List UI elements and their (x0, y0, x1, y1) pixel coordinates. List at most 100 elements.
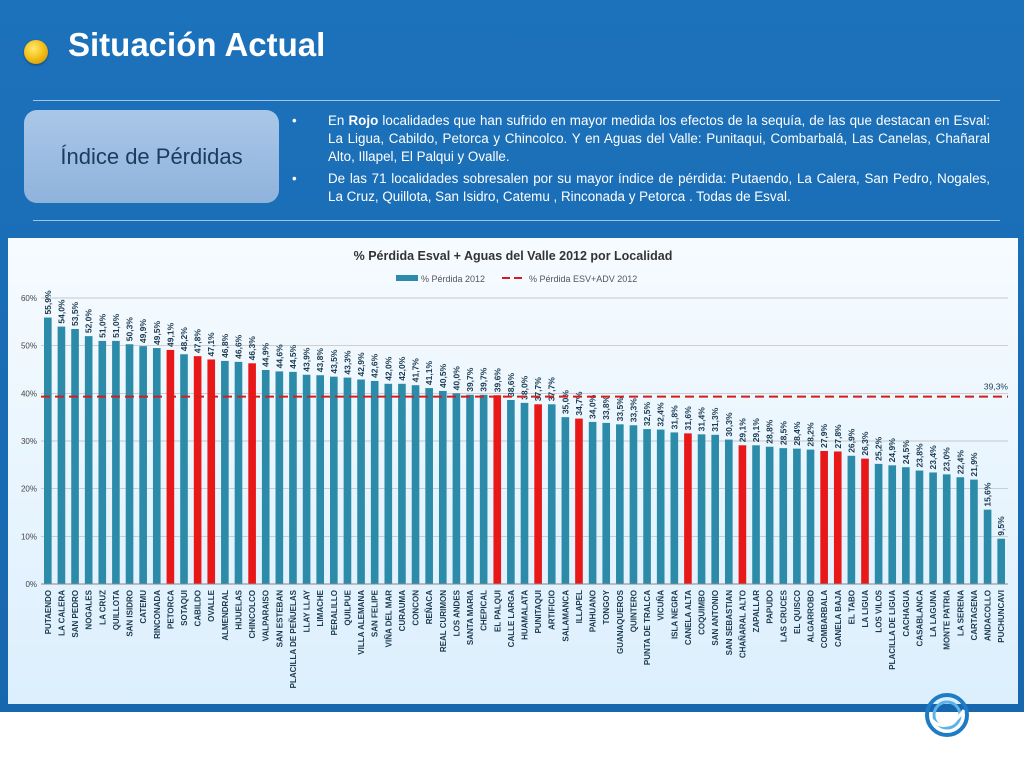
data-label: 28,4% (792, 421, 802, 446)
x-tick-label: CURAUMA (398, 590, 407, 632)
x-tick-label: LOS VILOS (875, 589, 884, 632)
bar (152, 348, 161, 584)
section-label-box: Índice de Pérdidas (24, 110, 279, 203)
data-label: 23,4% (928, 445, 938, 470)
x-tick-label: CHINCOLCO (248, 590, 257, 638)
data-label: 32,5% (642, 402, 652, 427)
data-label: 23,8% (914, 443, 924, 468)
data-label: 53,5% (70, 301, 80, 326)
data-label: 32,4% (656, 402, 666, 427)
bar (547, 404, 556, 584)
x-tick-label: CACHAGUA (902, 590, 911, 637)
x-tick-label: SAN PEDRO (71, 590, 80, 638)
bar (98, 340, 107, 584)
bar (452, 393, 461, 584)
bar (861, 458, 869, 584)
data-label: 28,5% (778, 421, 788, 446)
x-tick-label: NOGALES (85, 589, 94, 629)
x-tick-label: PERALILLO (330, 590, 339, 635)
x-tick-label: LA CALERA (57, 590, 66, 636)
x-tick-label: SANTA MARIA (466, 590, 475, 645)
x-tick-label: CANELA ALTA (684, 590, 693, 645)
x-tick-label: PUNTA DE TRALCA (643, 590, 652, 665)
data-label: 51,0% (97, 313, 107, 338)
data-label: 34,7% (574, 391, 584, 416)
y-tick-label: 0% (25, 580, 37, 589)
x-tick-label: PAPUDO (766, 590, 775, 624)
data-label: 22,4% (955, 450, 965, 475)
bar (316, 375, 325, 584)
y-tick-label: 60% (21, 294, 37, 303)
bullet-list: En Rojo localidades que han sufrido en m… (290, 112, 990, 210)
data-label: 55,9% (43, 290, 53, 315)
x-tick-label: LOS ANDES (452, 589, 461, 636)
x-tick-label: PLACILLA DE LIGUA (888, 590, 897, 670)
data-label: 31,8% (669, 405, 679, 430)
bar (684, 433, 692, 584)
x-tick-label: ANDACOLLO (984, 590, 993, 641)
x-tick-label: EL QUISCO (793, 590, 802, 634)
data-label: 42,9% (356, 352, 366, 377)
data-label: 31,3% (710, 407, 720, 432)
data-label: 42,0% (383, 356, 393, 381)
bar (820, 451, 828, 584)
bar (289, 371, 297, 584)
data-label: 28,8% (765, 419, 775, 444)
bullet1-post: localidades que han sufrido en mayor med… (328, 113, 990, 164)
data-label: 35,0% (560, 390, 570, 415)
x-tick-label: ZAPALLAR (752, 590, 761, 633)
top-divider (33, 100, 1000, 101)
data-label: 49,9% (138, 319, 148, 344)
data-label: 29,1% (737, 418, 747, 443)
bar (384, 383, 393, 584)
data-label: 51,0% (111, 313, 121, 338)
bar (697, 434, 706, 584)
x-tick-label: PAIHUANO (589, 590, 598, 632)
x-tick-label: CHEPICAL (480, 590, 489, 631)
x-tick-label: SOTAQUI (180, 590, 189, 626)
bar (180, 354, 188, 584)
data-label: 25,2% (874, 436, 884, 461)
data-label: 23,0% (942, 447, 952, 472)
bar (765, 446, 774, 584)
bar (602, 422, 611, 584)
data-label: 42,6% (370, 353, 380, 378)
bar (929, 472, 937, 584)
x-tick-label: TONGOY (602, 589, 611, 624)
x-tick-label: REAL CURIMON (439, 590, 448, 652)
data-label: 30,3% (724, 412, 734, 437)
x-tick-label: LA SERENA (956, 590, 965, 636)
bar (534, 404, 542, 584)
x-tick-label: CATEMU (139, 590, 148, 624)
x-tick-label: ISLA NEGRA (670, 590, 679, 639)
data-label: 44,6% (274, 344, 284, 369)
data-label: 31,6% (683, 406, 693, 431)
bar (915, 470, 924, 584)
x-tick-label: LA CRUZ (98, 590, 107, 625)
data-label: 29,1% (751, 418, 761, 443)
x-tick-label: LAS CRUCES (779, 589, 788, 642)
x-tick-label: PUCHUNCAVI (997, 590, 1006, 643)
bar (616, 424, 624, 584)
bar (370, 380, 379, 584)
x-tick-label: QUILLOTA (112, 590, 121, 631)
data-label: 28,2% (806, 422, 816, 447)
data-label: 47,1% (206, 332, 216, 357)
bar (888, 465, 897, 584)
bar (207, 359, 216, 584)
bar (411, 385, 420, 584)
x-tick-label: LA LAGUNA (929, 590, 938, 637)
legend-label-bar: % Pérdida 2012 (421, 274, 485, 284)
data-label: 40,0% (451, 366, 461, 391)
bar (793, 448, 801, 584)
data-label: 48,2% (179, 327, 189, 352)
page-title: Situación Actual (68, 26, 326, 63)
bar (711, 434, 719, 584)
data-label: 24,9% (887, 438, 897, 463)
x-tick-label: SAN ESTEBAN (275, 590, 284, 648)
data-label: 43,3% (342, 350, 352, 375)
legend-swatch-bar (396, 275, 418, 281)
bar (942, 474, 951, 584)
x-tick-label: ILLAPEL (575, 590, 584, 623)
data-label: 50,3% (125, 317, 135, 342)
